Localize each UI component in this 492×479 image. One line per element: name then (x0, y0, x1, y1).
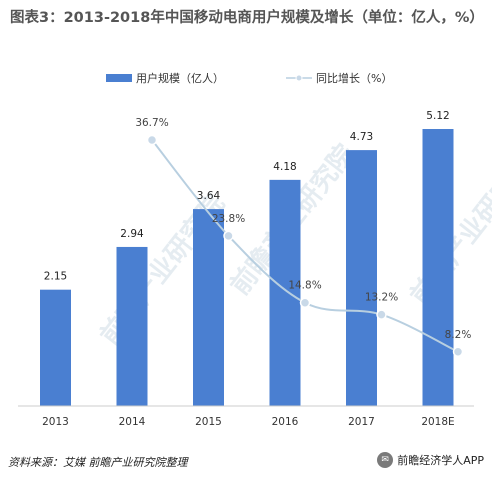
bar-value-label: 2.15 (44, 271, 67, 283)
source-text: 资料来源：艾媒 前瞻产业研究院整理 (8, 456, 188, 469)
x-tick-label: 2017 (348, 416, 375, 428)
bar-value-label: 4.18 (273, 161, 296, 173)
growth-value-label: 8.2% (445, 329, 472, 341)
legend-line-label: 同比增长（%） (316, 71, 392, 85)
line-marker (146, 134, 158, 146)
line-marker (299, 297, 311, 308)
growth-value-label: 36.7% (135, 117, 168, 129)
footer: 资料来源：艾媒 前瞻产业研究院整理 ✉ 前瞻经济学人APP (8, 452, 484, 472)
growth-value-label: 14.8% (288, 280, 321, 292)
bar-value-label: 5.12 (426, 110, 449, 122)
bar (422, 129, 454, 406)
x-tick-label: 2018E (421, 416, 454, 428)
bar (193, 209, 224, 406)
brand: ✉ 前瞻经济学人APP (377, 452, 484, 468)
bar-value-label: 2.94 (120, 228, 144, 240)
legend-bar-label: 用户规模（亿人） (136, 71, 224, 85)
x-tick-label: 2013 (42, 416, 69, 428)
bar (116, 246, 148, 406)
x-tick-label: 2016 (272, 416, 299, 428)
brand-text: 前瞻经济学人APP (397, 454, 484, 467)
bar (40, 289, 71, 406)
growth-value-label: 13.2% (365, 292, 398, 304)
bar (269, 179, 301, 406)
line-marker (376, 309, 387, 320)
line-marker (223, 230, 234, 242)
x-tick-label: 2015 (195, 416, 222, 428)
line-marker (452, 346, 464, 358)
x-tick-label: 2014 (119, 416, 146, 428)
page-title: 图表3：2013-2018年中国移动电商用户规模及增长（单位：亿人，%） (10, 10, 484, 26)
bar-value-label: 4.73 (350, 131, 373, 143)
bar (346, 150, 377, 406)
legend: 用户规模（亿人） 同比增长（%） (106, 71, 392, 85)
growth-value-label: 23.8% (212, 213, 245, 225)
wechat-icon: ✉ (377, 452, 394, 468)
legend-line-marker (295, 74, 303, 82)
legend-bar-swatch (106, 74, 132, 82)
bar-value-label: 3.64 (197, 190, 221, 202)
